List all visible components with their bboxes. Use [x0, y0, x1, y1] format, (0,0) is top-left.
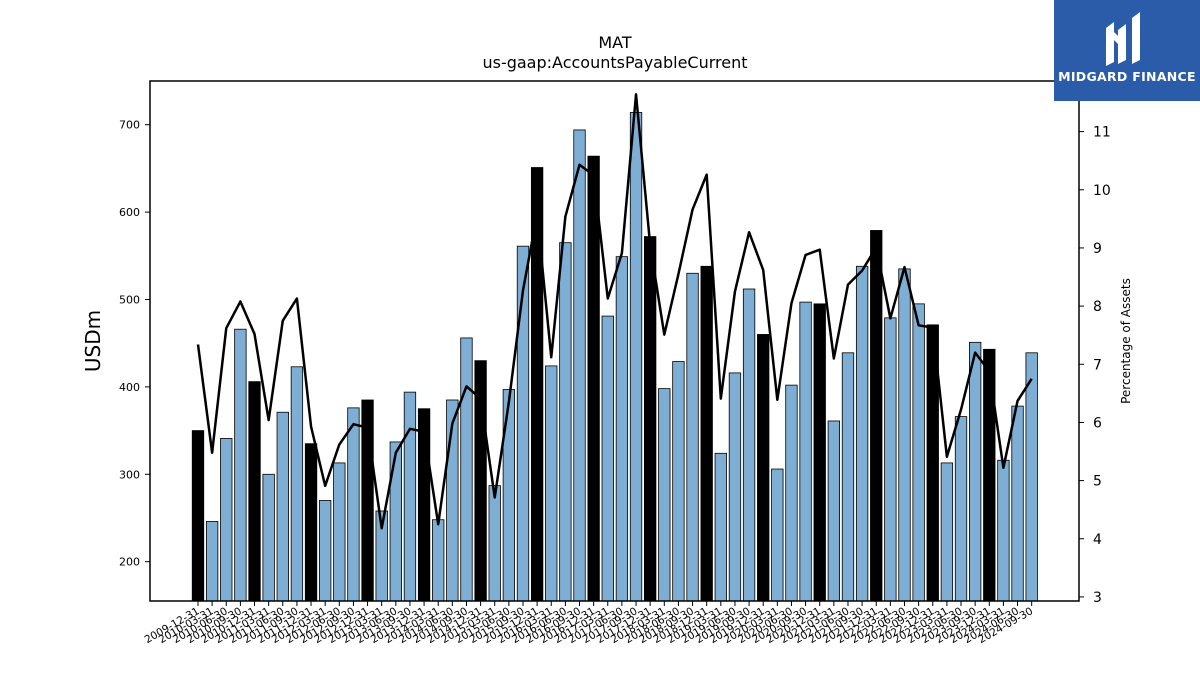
bar [771, 468, 784, 602]
bar [205, 521, 219, 602]
bar [432, 519, 445, 602]
y-tick-label: 500 [119, 293, 140, 306]
bar [785, 384, 798, 602]
bar [319, 500, 332, 602]
midgard-logo-icon [1106, 12, 1140, 66]
line-layer [196, 93, 1033, 530]
bar [940, 462, 954, 602]
bar [870, 230, 883, 602]
left-axis: 200 300 400 500 600 700 [119, 119, 150, 569]
bar [827, 420, 840, 602]
y-tick-label: 600 [119, 206, 140, 219]
y-right-tick-label: 10 [1093, 183, 1111, 199]
y-axis-label: USDm [81, 310, 105, 372]
y-axis-right-label: Percentage of Assets [1119, 278, 1133, 404]
y-right-tick-label: 5 [1093, 474, 1102, 490]
bar [728, 372, 742, 602]
bar [629, 112, 643, 602]
bar [884, 317, 897, 602]
bar [672, 361, 685, 602]
bar [615, 256, 629, 602]
bar [587, 155, 600, 602]
y-right-tick-label: 9 [1093, 241, 1102, 257]
bar [220, 438, 233, 602]
bar [686, 272, 699, 602]
bar [276, 411, 289, 602]
bar [912, 303, 925, 602]
logo-text: MIDGARD FINANCE [1058, 69, 1196, 84]
chart-title: MAT [598, 33, 632, 52]
bar [559, 242, 572, 602]
bar [954, 416, 968, 602]
bar [488, 485, 501, 602]
bar [573, 129, 586, 602]
bar [333, 462, 346, 602]
bar [757, 334, 770, 602]
bar [545, 365, 558, 602]
y-tick-label: 200 [119, 556, 140, 569]
x-axis: 2009-12-312010-03-312010-06-302010-09-30… [143, 601, 1035, 646]
bar [742, 288, 756, 602]
bar [304, 443, 318, 602]
bar [644, 236, 657, 602]
bar [403, 391, 417, 602]
bar [234, 328, 247, 602]
bar [262, 473, 275, 602]
y-right-tick-label: 7 [1093, 357, 1102, 373]
bar [347, 407, 360, 602]
bars-layer [191, 112, 1038, 602]
y-tick-label: 400 [119, 381, 140, 394]
bar [898, 268, 911, 602]
bar [1011, 405, 1024, 602]
chart-subtitle: us-gaap:AccountsPayableCurrent [482, 53, 748, 72]
right-axis: 3 4 5 6 7 8 9 10 11 [1079, 125, 1111, 606]
bar [601, 315, 614, 602]
bar [983, 348, 996, 602]
bar [714, 452, 727, 602]
brand-logo: MIDGARD FINANCE [1054, 0, 1200, 101]
bar [997, 459, 1010, 602]
bar [1025, 352, 1038, 602]
bar [191, 430, 205, 602]
bar [700, 265, 713, 602]
bar [248, 381, 261, 602]
y-right-tick-label: 6 [1093, 415, 1102, 431]
y-tick-label: 700 [119, 119, 140, 132]
y-tick-label: 300 [119, 468, 140, 481]
line-series [196, 93, 1033, 530]
plot-frame [149, 80, 1080, 602]
y-right-tick-label: 11 [1093, 125, 1111, 141]
y-right-tick-label: 4 [1093, 532, 1102, 548]
bar [658, 388, 671, 602]
bar [799, 301, 812, 602]
bar [969, 341, 982, 602]
bar [855, 265, 869, 602]
bar [841, 352, 855, 602]
bar [813, 303, 826, 602]
bar [389, 441, 402, 602]
bar [290, 366, 304, 602]
bar [460, 337, 473, 602]
y-right-tick-label: 3 [1093, 590, 1102, 606]
y-right-tick-label: 8 [1093, 299, 1102, 315]
